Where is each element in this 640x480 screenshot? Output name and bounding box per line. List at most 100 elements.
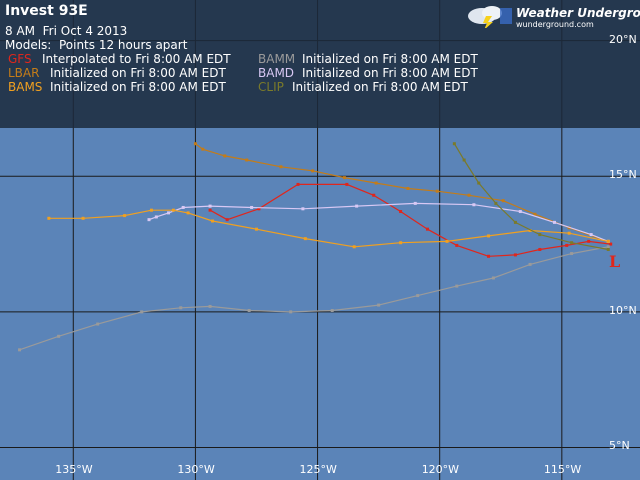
track-point-bams bbox=[211, 219, 215, 223]
track-point-bamd bbox=[208, 204, 212, 208]
track-point-clip bbox=[570, 241, 574, 245]
latitude-label: 20°N bbox=[609, 32, 637, 46]
track-point-gfs bbox=[565, 243, 569, 247]
track-point-clip bbox=[538, 233, 542, 237]
track-point-bamd bbox=[472, 203, 476, 207]
legend-model-name: BAMD bbox=[258, 66, 295, 80]
track-point-bamd bbox=[355, 204, 359, 208]
track-point-bamm bbox=[377, 303, 381, 307]
track-point-bamd bbox=[413, 201, 417, 205]
track-point-bams bbox=[81, 216, 85, 220]
track-point-lbar bbox=[193, 142, 197, 146]
track-point-bamd bbox=[301, 207, 305, 211]
track-point-bamm bbox=[247, 309, 251, 313]
legend-model-name: LBAR bbox=[8, 66, 40, 80]
legend-model-name: BAMS bbox=[8, 80, 43, 94]
track-point-clip bbox=[452, 142, 456, 146]
cloud-lightning-icon bbox=[468, 6, 512, 28]
track-point-gfs bbox=[372, 193, 376, 197]
track-point-bamm bbox=[330, 309, 334, 313]
longitude-label: 135°W bbox=[55, 463, 93, 476]
track-point-lbar bbox=[435, 189, 439, 193]
track-point-gfs bbox=[609, 242, 613, 246]
legend-model-desc: Initialized on Fri 8:00 AM EDT bbox=[302, 52, 478, 66]
track-point-gfs bbox=[208, 208, 212, 212]
longitude-label: 125°W bbox=[299, 463, 337, 476]
track-point-bamm bbox=[208, 304, 212, 308]
track-point-bams bbox=[186, 211, 190, 215]
track-line-clip bbox=[453, 143, 609, 251]
longitude-label: 115°W bbox=[543, 463, 582, 476]
track-point-clip bbox=[494, 201, 498, 205]
track-point-bams bbox=[352, 245, 356, 249]
track-point-clip bbox=[462, 158, 466, 162]
track-point-bamm bbox=[96, 322, 100, 326]
track-point-bamd bbox=[147, 218, 151, 222]
track-line-bams bbox=[48, 209, 609, 248]
legend-model-name: CLIP bbox=[258, 80, 284, 94]
track-point-bamd bbox=[250, 205, 254, 209]
track-point-clip bbox=[513, 220, 517, 224]
legend-model-desc: Initialized on Fri 8:00 AM EDT bbox=[302, 66, 478, 80]
track-line-bamm bbox=[19, 246, 609, 351]
track-point-bams bbox=[149, 208, 153, 212]
track-point-lbar bbox=[245, 158, 249, 162]
track-point-gfs bbox=[513, 253, 517, 257]
track-point-bams bbox=[399, 241, 403, 245]
track-point-gfs bbox=[487, 254, 491, 258]
legend-model-name: GFS bbox=[8, 52, 32, 66]
track-point-clip bbox=[606, 247, 610, 251]
legend-model-desc: Initialized on Fri 8:00 AM EDT bbox=[50, 80, 226, 94]
longitude-label: 130°W bbox=[177, 463, 215, 476]
track-point-bams bbox=[171, 208, 175, 212]
track-point-bamd bbox=[553, 220, 557, 224]
track-point-lbar bbox=[223, 154, 227, 158]
track-point-gfs bbox=[587, 239, 591, 243]
track-point-bams bbox=[528, 229, 532, 233]
track-point-bamm bbox=[491, 276, 495, 280]
track-point-bamd bbox=[181, 205, 185, 209]
longitude-label: 120°W bbox=[421, 463, 460, 476]
track-point-bams bbox=[254, 227, 258, 231]
legend-model-desc: Initialized on Fri 8:00 AM EDT bbox=[292, 80, 468, 94]
legend-model-name: BAMM bbox=[258, 52, 296, 66]
track-point-gfs bbox=[538, 247, 542, 251]
track-point-bams bbox=[47, 216, 51, 220]
track-point-bams bbox=[606, 239, 610, 243]
track-line-bamd bbox=[148, 202, 609, 242]
track-point-lbar bbox=[201, 147, 205, 151]
track-point-lbar bbox=[279, 165, 283, 169]
track-point-bamm bbox=[57, 334, 61, 338]
track-point-bams bbox=[123, 214, 127, 218]
track-point-bams bbox=[445, 239, 449, 243]
track-point-bamm bbox=[179, 306, 183, 310]
track-point-lbar bbox=[311, 169, 315, 173]
track-point-clip bbox=[477, 181, 481, 185]
models-note: Models: Points 12 hours apart bbox=[5, 38, 188, 52]
track-point-lbar bbox=[501, 199, 505, 203]
track-point-lbar bbox=[374, 181, 378, 185]
latitude-label: 10°N bbox=[609, 303, 637, 317]
track-point-gfs bbox=[257, 207, 261, 211]
logo-text: Weather Underground bbox=[516, 6, 640, 20]
track-point-gfs bbox=[345, 182, 349, 186]
track-point-bamd bbox=[167, 211, 171, 215]
track-point-gfs bbox=[425, 227, 429, 231]
track-point-lbar bbox=[467, 193, 471, 197]
weather-underground-logo: Weather Underground wunderground.com bbox=[462, 4, 640, 30]
track-point-gfs bbox=[225, 218, 229, 222]
track-point-lbar bbox=[406, 186, 410, 190]
track-point-bamm bbox=[416, 294, 420, 298]
track-point-gfs bbox=[296, 182, 300, 186]
track-point-bams bbox=[303, 237, 307, 241]
legend-model-desc: Initialized on Fri 8:00 AM EDT bbox=[50, 66, 226, 80]
latitude-label: 5°N bbox=[609, 439, 630, 453]
track-point-lbar bbox=[342, 176, 346, 180]
track-point-bamm bbox=[18, 348, 22, 352]
track-point-bamm bbox=[606, 245, 610, 249]
track-point-bamm bbox=[140, 310, 144, 314]
track-point-gfs bbox=[399, 210, 403, 214]
track-point-bamm bbox=[528, 262, 532, 266]
latitude-label: 15°N bbox=[609, 168, 637, 182]
